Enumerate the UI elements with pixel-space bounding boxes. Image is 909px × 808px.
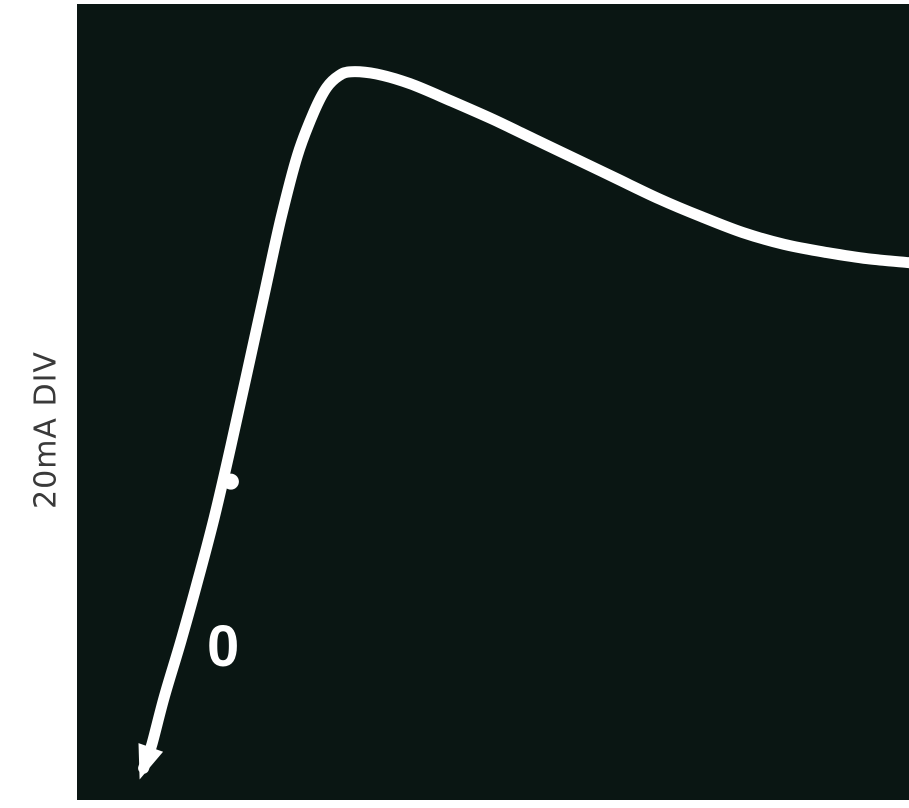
zero-annotation: 0: [207, 614, 240, 679]
trace-line: [138, 66, 909, 774]
trace-start-marker: [138, 743, 164, 780]
trace-bead: [222, 473, 239, 490]
oscilloscope-screen: [77, 4, 909, 800]
